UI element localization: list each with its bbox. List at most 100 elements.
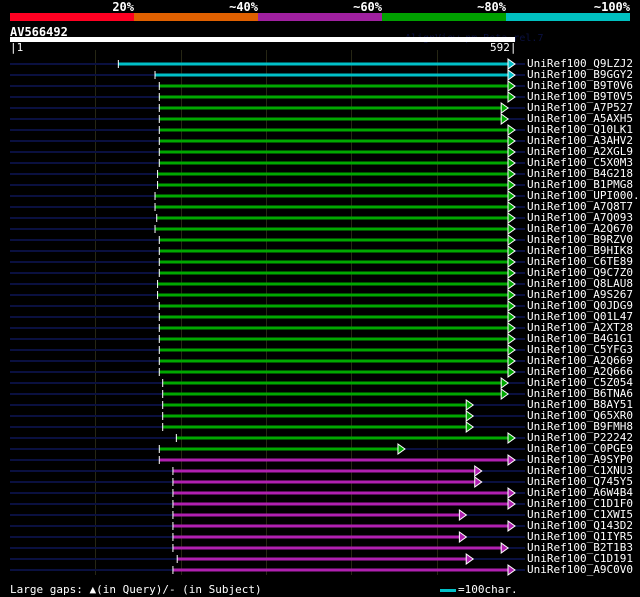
scale-segment: [134, 13, 258, 21]
hit-end-arrow-icon: [507, 256, 516, 268]
grid-line: [351, 50, 352, 575]
hit-label[interactable]: UniRef100_B2T1B3: [527, 541, 633, 554]
hit-label[interactable]: UniRef100_C0PGE9: [527, 442, 633, 455]
hit-label[interactable]: UniRef100_Q9C7Z0: [527, 266, 633, 279]
hit-label[interactable]: UniRef100_C5Z054: [527, 376, 633, 389]
grid-line: [437, 50, 438, 575]
hit-label[interactable]: UniRef100_A2XT28: [527, 321, 633, 334]
hit-end-arrow-icon: [474, 476, 483, 488]
hit-label[interactable]: UniRef100_B8AY51: [527, 398, 633, 411]
hit-label[interactable]: UniRef100_A7P527: [527, 101, 633, 114]
hit-end-arrow-icon: [507, 245, 516, 257]
hit-label[interactable]: UniRef100_Q65XR0: [527, 409, 633, 422]
hit-end-arrow-icon: [507, 135, 516, 147]
hit-label[interactable]: UniRef100_B4G218: [527, 167, 633, 180]
hit-end-arrow-icon: [465, 553, 475, 565]
hit-end-arrow-icon: [397, 443, 406, 455]
hit-end-arrow-icon: [474, 465, 483, 477]
hit-end-arrow-icon: [507, 344, 516, 356]
hit-label[interactable]: UniRef100_UPI000..: [527, 189, 640, 202]
hit-end-arrow-icon: [500, 102, 510, 114]
scale-segment: [382, 13, 506, 21]
hit-label[interactable]: UniRef100_A2Q670: [527, 222, 633, 235]
hit-end-arrow-icon: [507, 333, 516, 345]
hit-label[interactable]: UniRef100_A7Q8T7: [527, 200, 633, 213]
hit-label[interactable]: UniRef100_A5AXH5: [527, 112, 633, 125]
hit-label[interactable]: UniRef100_A6W4B4: [527, 486, 633, 499]
hit-end-arrow-icon: [507, 179, 516, 191]
hit-label[interactable]: UniRef100_B4G1G1: [527, 332, 633, 345]
hit-end-arrow-icon: [500, 388, 510, 400]
hit-end-arrow-icon: [507, 311, 516, 323]
grid-line: [95, 50, 96, 575]
hit-end-arrow-icon: [465, 399, 475, 411]
hit-label[interactable]: UniRef100_Q1IYR5: [527, 530, 633, 543]
hit-label[interactable]: UniRef100_B9T0V6: [527, 79, 633, 92]
hit-end-arrow-icon: [507, 201, 516, 213]
hit-end-arrow-icon: [507, 498, 516, 510]
query-id: AV566492: [10, 25, 68, 39]
hit-end-arrow-icon: [507, 520, 516, 532]
scale-label: ~40%: [229, 0, 258, 14]
hit-end-arrow-icon: [507, 223, 516, 235]
hit-end-arrow-icon: [507, 190, 516, 202]
hit-label[interactable]: UniRef100_A2Q669: [527, 354, 633, 367]
hit-label[interactable]: UniRef100_A3AHV2: [527, 134, 633, 147]
hit-end-arrow-icon: [507, 366, 516, 378]
hit-end-arrow-icon: [458, 509, 468, 521]
hit-label[interactable]: UniRef100_Q01L47: [527, 310, 633, 323]
hit-label[interactable]: UniRef100_A9S267: [527, 288, 633, 301]
hit-label[interactable]: UniRef100_A9SYP0: [527, 453, 633, 466]
hit-label[interactable]: UniRef100_C1D1F0: [527, 497, 633, 510]
hit-label[interactable]: UniRef100_B1PMG8: [527, 178, 633, 191]
hit-label[interactable]: UniRef100_Q143D2: [527, 519, 633, 532]
hit-label[interactable]: UniRef100_Q9LZJ2: [527, 57, 633, 70]
hit-label[interactable]: UniRef100_Q8LAU8: [527, 277, 633, 290]
hit-label[interactable]: UniRef100_B6TNA6: [527, 387, 633, 400]
hit-label[interactable]: UniRef100_B9GGY2: [527, 68, 633, 81]
hit-label[interactable]: UniRef100_Q0JDG9: [527, 299, 633, 312]
grid-line: [266, 50, 267, 575]
hit-end-arrow-icon: [507, 168, 516, 180]
gap-legend: Large gaps: ▲(in Query)/- (in Subject): [10, 583, 262, 596]
hit-label[interactable]: UniRef100_Q745Y5: [527, 475, 633, 488]
hit-label[interactable]: UniRef100_C1XWI5: [527, 508, 633, 521]
hit-label[interactable]: UniRef100_Q10LK1: [527, 123, 633, 136]
hit-label[interactable]: UniRef100_B9FMH8: [527, 420, 633, 433]
hit-end-arrow-icon: [500, 113, 510, 125]
hit-end-arrow-icon: [458, 531, 468, 543]
hit-end-arrow-icon: [507, 432, 516, 444]
hit-end-arrow-icon: [500, 542, 510, 554]
hit-label[interactable]: UniRef100_A7Q093: [527, 211, 633, 224]
hit-end-arrow-icon: [507, 355, 516, 367]
hit-label[interactable]: UniRef100_B9RZV0: [527, 233, 633, 246]
hit-end-arrow-icon: [507, 234, 516, 246]
hit-end-arrow-icon: [507, 454, 516, 466]
hit-label[interactable]: UniRef100_B9HIK8: [527, 244, 633, 257]
hit-label[interactable]: UniRef100_P22242: [527, 431, 633, 444]
hit-label[interactable]: UniRef100_A9C0V0: [527, 563, 633, 576]
hit-label[interactable]: UniRef100_C1D191: [527, 552, 633, 565]
hit-end-arrow-icon: [507, 487, 516, 499]
hit-end-arrow-icon: [507, 157, 516, 169]
hit-end-arrow-icon: [507, 80, 516, 92]
hit-end-arrow-icon: [507, 564, 516, 576]
hit-label[interactable]: UniRef100_A2Q666: [527, 365, 633, 378]
hit-label[interactable]: UniRef100_C5X0M3: [527, 156, 633, 169]
hit-label[interactable]: UniRef100_C1XNU3: [527, 464, 633, 477]
hit-end-arrow-icon: [507, 91, 516, 103]
scale-legend: =100char.: [440, 583, 518, 596]
hit-label[interactable]: UniRef100_A2XGL9: [527, 145, 633, 158]
hit-end-arrow-icon: [507, 124, 516, 136]
hit-label[interactable]: UniRef100_B9T0V5: [527, 90, 633, 103]
scale-line-icon: [440, 588, 456, 592]
hit-end-arrow-icon: [507, 278, 516, 290]
hit-end-arrow-icon: [465, 421, 475, 433]
scale-label: ~60%: [353, 0, 382, 14]
hit-label[interactable]: UniRef100_C6TE89: [527, 255, 633, 268]
hit-end-arrow-icon: [507, 58, 516, 70]
hit-label[interactable]: UniRef100_C5YFG3: [527, 343, 633, 356]
hit-end-arrow-icon: [507, 289, 516, 301]
hit-end-arrow-icon: [507, 69, 516, 81]
